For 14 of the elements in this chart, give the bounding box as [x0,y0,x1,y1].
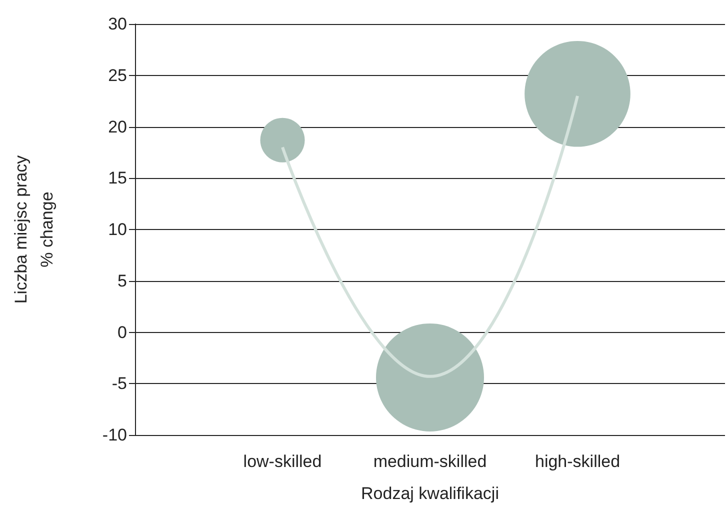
y-tick-label: 10 [108,220,127,239]
x-tick-label: high-skilled [534,452,620,471]
y-tick-label: 25 [108,66,127,85]
y-axis-title: Liczba miejsc pracy % change [12,154,56,304]
x-axis-title: Rodzaj kwalifikacji [361,484,499,503]
x-tick-label: medium-skilled [373,452,487,471]
y-tick-label: 15 [108,168,127,188]
x-tick-label: low-skilled [243,452,322,471]
y-tick-label: 0 [118,322,127,342]
y-tick-label: 5 [118,271,127,290]
y-tick-label: -10 [102,426,127,444]
y-tick-label: -5 [112,374,127,394]
y-tick-label: 20 [108,117,127,136]
y-tick-label: 30 [108,14,127,34]
